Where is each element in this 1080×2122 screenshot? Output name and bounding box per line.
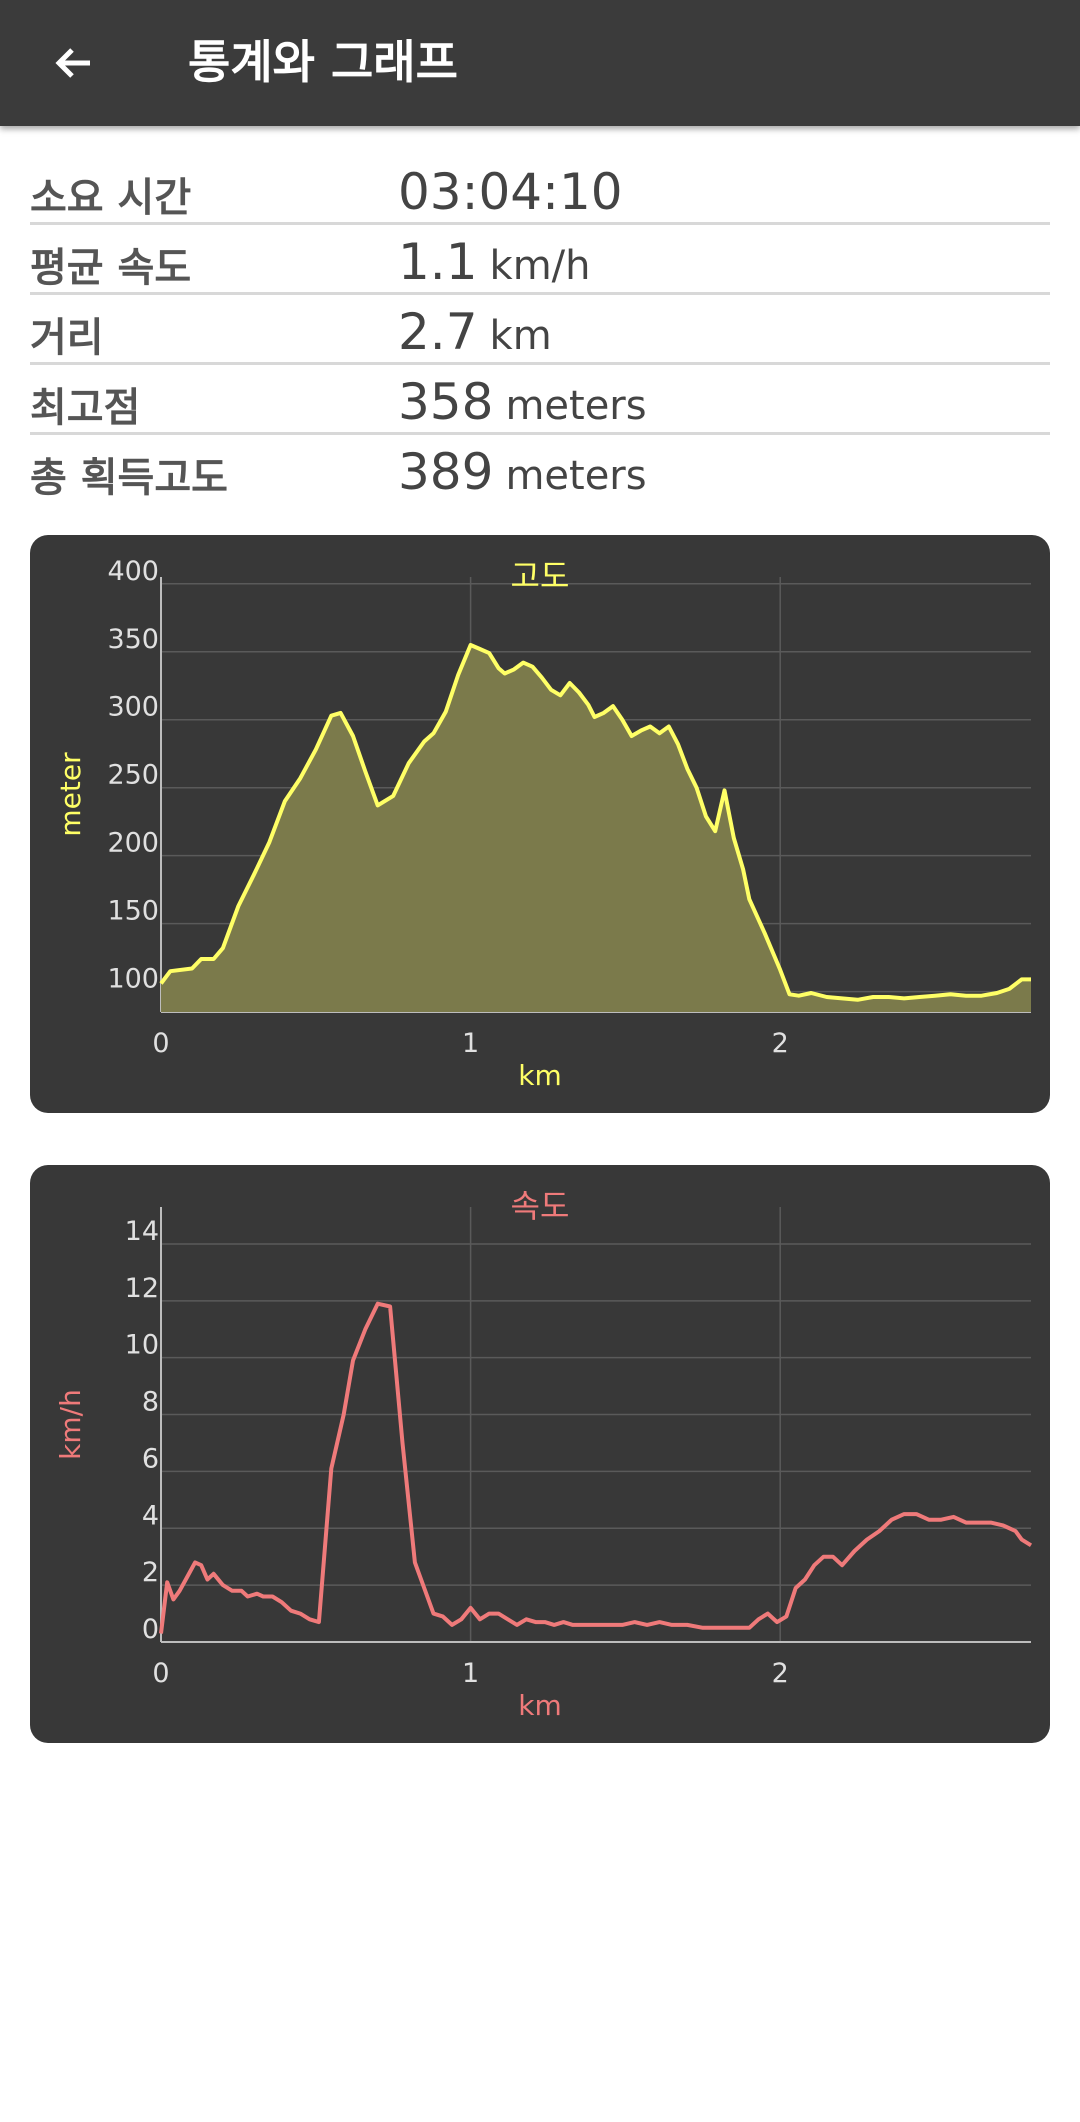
stat-number: 03:04:10	[398, 163, 623, 221]
stat-label: 소요 시간	[30, 175, 192, 221]
x-axis-label: km	[518, 1689, 562, 1722]
chart-title: 속도	[511, 1187, 570, 1225]
y-tick-label: 4	[142, 1500, 159, 1531]
y-tick-label: 400	[107, 556, 159, 587]
stat-value: 358 meters	[398, 373, 647, 431]
stat-value: 2.7 km	[398, 303, 552, 361]
series-line	[159, 643, 1031, 1002]
stat-unit: meters	[505, 383, 647, 429]
x-tick-label: 0	[152, 1658, 169, 1689]
y-tick-label: 14	[125, 1216, 159, 1247]
stat-label: 평균 속도	[30, 245, 192, 291]
stat-row-duration: 소요 시간 03:04:10	[30, 155, 1050, 225]
series-line	[159, 1301, 1033, 1634]
y-tick-label: 0	[142, 1614, 159, 1645]
stat-value: 03:04:10	[398, 163, 623, 221]
stat-row-total-ascent: 총 획득고도 389 meters	[30, 435, 1050, 505]
x-tick-label: 2	[772, 1658, 789, 1689]
speed-chart-card: 0 2 4 6 8 10 12 14 0 1 2 속도 km km/h	[30, 1165, 1050, 1743]
stat-row-distance: 거리 2.7 km	[30, 295, 1050, 365]
stat-row-average-speed: 평균 속도 1.1 km/h	[30, 225, 1050, 295]
stat-value: 1.1 km/h	[398, 233, 591, 291]
elevation-chart-card: 100 150 200 250 300 350 400 0 1 2 고도 km meter	[30, 535, 1050, 1113]
y-tick-label: 150	[107, 896, 159, 927]
stat-value: 389 meters	[398, 443, 647, 501]
stat-label: 거리	[30, 315, 104, 361]
arrow-left-icon	[55, 48, 90, 78]
y-tick-label: 200	[107, 828, 159, 859]
stat-unit: km	[489, 313, 552, 359]
x-axis-label: km	[518, 1059, 562, 1092]
app-bar: 통계와 그래프	[0, 0, 1080, 126]
stat-number: 389	[398, 443, 494, 501]
y-tick-label: 12	[125, 1273, 159, 1304]
y-tick-label: 300	[107, 692, 159, 723]
stat-label: 최고점	[30, 385, 141, 431]
series-area	[161, 645, 1031, 1012]
chart-title: 고도	[511, 557, 570, 595]
y-tick-label: 8	[142, 1387, 159, 1418]
stat-label: 총 획득고도	[30, 455, 228, 501]
y-tick-label: 350	[107, 624, 159, 655]
stat-unit: meters	[505, 453, 647, 499]
x-tick-label: 0	[152, 1028, 169, 1059]
x-tick-label: 1	[462, 1658, 479, 1689]
stat-number: 358	[398, 373, 494, 431]
stat-row-max-elevation: 최고점 358 meters	[30, 365, 1050, 435]
y-axis-label: meter	[54, 752, 87, 837]
x-tick-label: 1	[462, 1028, 479, 1059]
stat-number: 2.7	[398, 303, 478, 361]
back-button[interactable]	[30, 23, 118, 103]
y-tick-label: 6	[142, 1443, 159, 1474]
stat-number: 1.1	[398, 233, 478, 291]
elevation-chart: 100 150 200 250 300 350 400 0 1 2 고도 km meter	[54, 556, 1031, 1092]
y-axis-label: km/h	[54, 1389, 87, 1460]
stats-table: 소요 시간 03:04:10 평균 속도 1.1 km/h 거리 2.7 km 최고…	[30, 155, 1050, 505]
y-tick-label: 250	[107, 760, 159, 791]
x-tick-label: 2	[772, 1028, 789, 1059]
y-tick-label: 10	[125, 1330, 159, 1361]
y-tick-label: 2	[142, 1557, 159, 1588]
page-title: 통계와 그래프	[188, 35, 458, 89]
stat-unit: km/h	[489, 243, 591, 289]
y-tick-label: 100	[107, 964, 159, 995]
